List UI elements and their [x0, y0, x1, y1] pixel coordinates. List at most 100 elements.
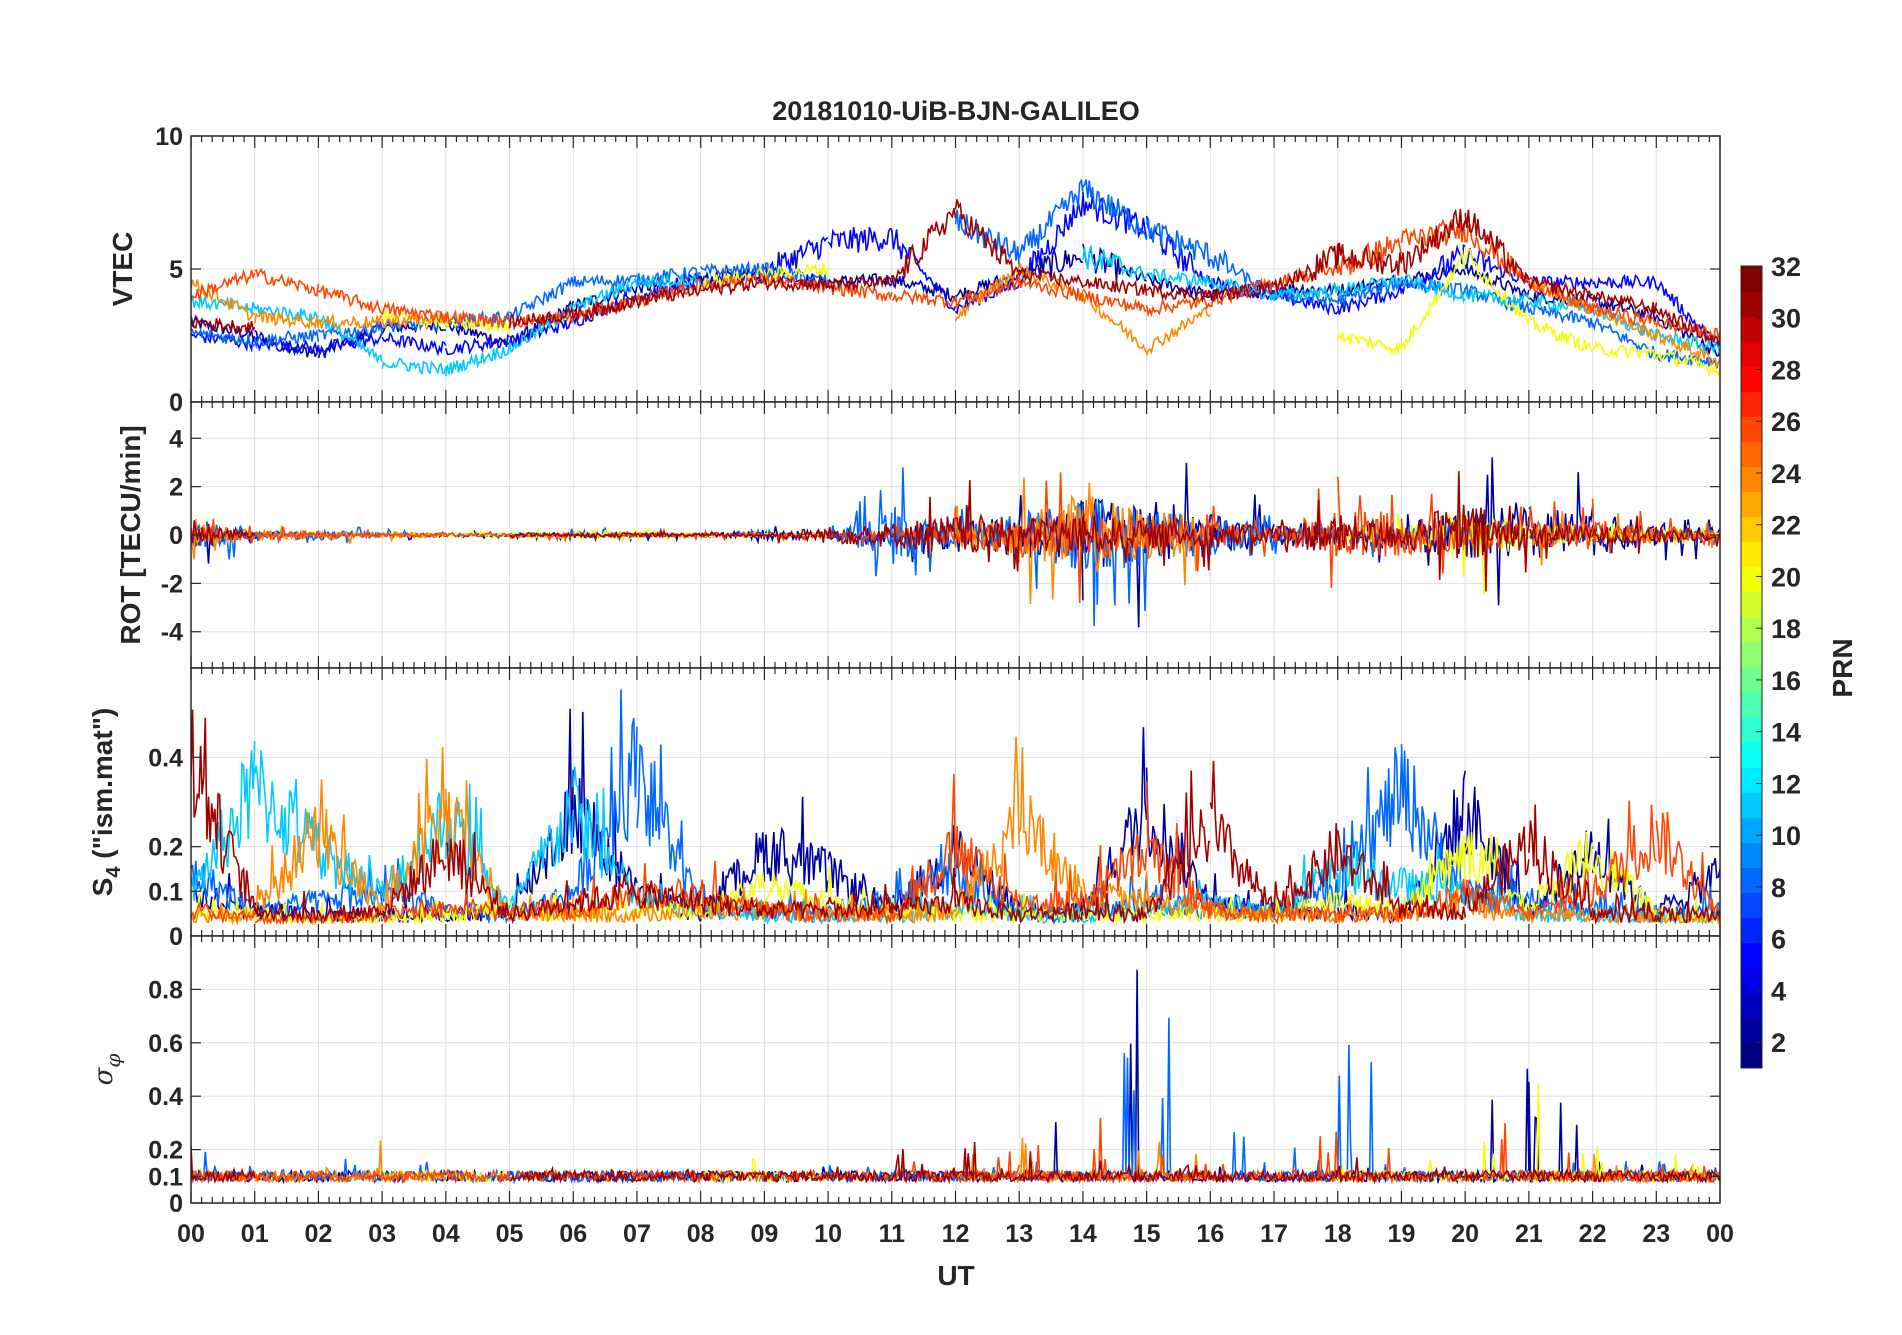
x-tick-label: 04	[432, 1220, 460, 1248]
series-group	[191, 457, 1720, 628]
series-group	[191, 178, 1720, 377]
colorbar-swatch	[1741, 767, 1762, 793]
y-tick-label: 0.2	[148, 1137, 183, 1165]
colorbar-swatch	[1741, 967, 1762, 994]
colorbar-swatch	[1741, 667, 1762, 693]
x-tick-label: 00	[1706, 1220, 1734, 1248]
x-tick-label: 12	[942, 1220, 970, 1248]
series-group	[191, 969, 1720, 1185]
colorbar-swatch	[1741, 817, 1762, 843]
x-tick-label: 21	[1515, 1220, 1543, 1248]
colorbar-swatch	[1741, 867, 1762, 894]
colorbar-tick-label: 18	[1771, 614, 1801, 644]
panel-sigma: 00.10.2 0.4 0.6 0.8 σφ	[89, 935, 1721, 1218]
colorbar-swatch	[1741, 391, 1762, 417]
series-line-prn-26	[191, 218, 1720, 342]
colorbar-frame	[1740, 265, 1763, 1069]
y-tick-label: 0	[169, 923, 183, 951]
y-tick-label: -2	[161, 570, 183, 598]
x-tick-label: 19	[1388, 1220, 1416, 1248]
colorbar-swatch	[1741, 291, 1762, 317]
y-tick-label: 0.1	[148, 1163, 183, 1191]
series-line-prn-31	[191, 471, 1720, 592]
colorbar-tick-label: 28	[1771, 355, 1801, 385]
colorbar-swatch	[1741, 842, 1762, 868]
panel-s4: 0 0.1 0.2 0.4 S4 ("ism.mat")	[87, 667, 1721, 951]
series-line-prn-31	[191, 199, 1720, 345]
colorbar-tick-label: 20	[1771, 562, 1801, 592]
colorbar-swatch	[1741, 566, 1762, 593]
colorbar-swatch	[1741, 742, 1762, 768]
y-tick-label: 0.4	[148, 744, 183, 772]
y-tick-label: 0	[169, 1190, 183, 1218]
colorbar-swatch	[1741, 641, 1762, 668]
colorbar-swatch	[1741, 341, 1762, 367]
y-tick-label: 5	[169, 256, 183, 284]
colorbar-tick-label: 16	[1771, 666, 1801, 696]
colorbar-swatch	[1741, 466, 1762, 493]
x-tick-label: 16	[1196, 1220, 1224, 1248]
colorbar-label: PRN	[1827, 638, 1858, 697]
colorbar-swatch	[1741, 516, 1762, 543]
colorbar-tick-label: 6	[1771, 925, 1786, 955]
colorbar-swatch	[1741, 541, 1762, 568]
x-tick-label: 06	[559, 1220, 587, 1248]
x-tick-label: 22	[1579, 1220, 1607, 1248]
colorbar-tick-label: 2	[1771, 1028, 1786, 1058]
colorbar-tick-label: 22	[1771, 511, 1801, 541]
colorbar-tick-label: 24	[1771, 459, 1801, 489]
x-tick-label: 20	[1451, 1220, 1479, 1248]
x-tick-label: 03	[368, 1220, 396, 1248]
y-tick-label: 0.1	[148, 878, 183, 906]
colorbar-swatch	[1741, 416, 1762, 442]
y-tick-label: 0.2	[148, 834, 183, 862]
x-tick-label: 01	[241, 1220, 269, 1248]
x-tick-label: 02	[305, 1220, 333, 1248]
y-axis-label: S4 ("ism.mat")	[87, 708, 125, 897]
x-tick-label: 11	[879, 1220, 906, 1248]
x-tick-label: 17	[1260, 1220, 1288, 1248]
y-tick-label: 0.8	[148, 976, 183, 1004]
colorbar-swatch	[1741, 316, 1762, 342]
y-tick-label: 10	[155, 123, 183, 151]
colorbar-swatch	[1741, 491, 1762, 518]
colorbar-swatch	[1741, 692, 1762, 718]
colorbar-tick-label: 32	[1771, 252, 1801, 282]
x-tick-label: 05	[496, 1220, 524, 1248]
y-tick-label: 4	[169, 425, 183, 453]
colorbar-swatch	[1741, 917, 1762, 944]
colorbar-tick-label: 30	[1771, 304, 1801, 334]
series-group	[191, 689, 1720, 926]
panel-vtec: 0 5 10 VTEC	[107, 123, 1721, 417]
series-line-prn-31	[191, 1141, 1720, 1185]
colorbar-swatch	[1741, 1017, 1762, 1044]
colorbar-swatch	[1741, 591, 1762, 618]
y-axis-label: VTEC	[107, 232, 138, 307]
colorbar-swatch	[1741, 1042, 1762, 1069]
panel-rot: -4 -2 0 2 4 ROT [TECU/min]	[115, 401, 1721, 669]
y-tick-label: 0.6	[148, 1030, 183, 1058]
colorbar-swatch	[1741, 892, 1762, 919]
y-axis-label: ROT [TECU/min]	[115, 425, 146, 644]
colorbar-tick-label: 12	[1771, 769, 1801, 799]
x-axis-label: UT	[937, 1260, 974, 1291]
series-line-prn-24	[191, 262, 1720, 369]
colorbar-tick-label: 10	[1771, 821, 1801, 851]
y-tick-label: 0	[169, 389, 183, 417]
y-tick-label: 0.4	[148, 1083, 183, 1111]
x-tick-label: 18	[1324, 1220, 1352, 1248]
x-tick-label: 00	[177, 1220, 205, 1248]
y-axis-label: σφ	[89, 1054, 125, 1086]
colorbar-swatch	[1741, 441, 1762, 467]
colorbar-tick-label: 8	[1771, 873, 1786, 903]
colorbar-swatch	[1741, 942, 1762, 969]
colorbar-tick-label: 4	[1771, 976, 1786, 1006]
series-line-prn-31	[191, 709, 1720, 925]
chart-title: 20181010-UiB-BJN-GALILEO	[772, 96, 1140, 126]
x-tick-label: 09	[750, 1220, 778, 1248]
colorbar-swatch	[1741, 366, 1762, 392]
x-tick-label: 23	[1642, 1220, 1670, 1248]
